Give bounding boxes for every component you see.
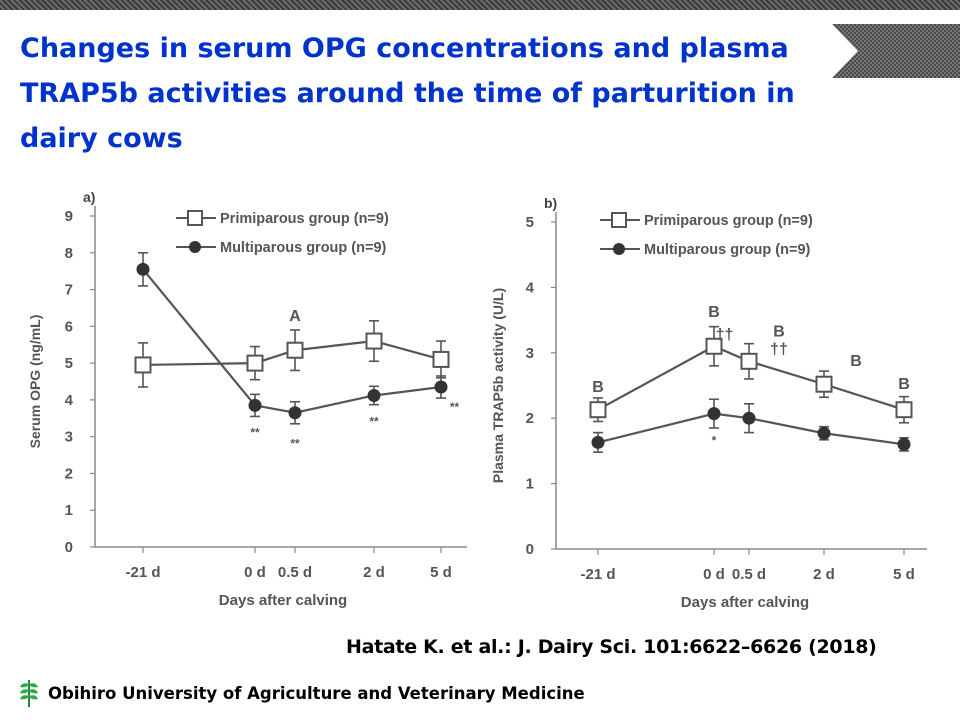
y-axis-label: Serum OPG (ng/mL) (27, 315, 43, 449)
y-tick-label: 1 (526, 476, 534, 493)
annotation-label: ** (250, 426, 260, 440)
chevron-decoration-icon (832, 24, 960, 78)
y-tick-label: 3 (526, 345, 534, 362)
y-tick-label: 5 (526, 214, 534, 231)
leaf-logo-icon (20, 680, 38, 707)
data-point-circle (897, 437, 911, 451)
data-point-square (134, 356, 152, 374)
annotation-label: ** (290, 437, 300, 451)
data-point-square (365, 332, 383, 350)
legend-marker-square (187, 210, 203, 226)
x-tick-label: 0 d (244, 564, 266, 581)
x-axis-label: Days after calving (681, 594, 809, 611)
x-tick-label: 0.5 d (278, 564, 312, 581)
data-point-circle (434, 380, 448, 394)
annotation-label: ** (450, 400, 460, 414)
panel-label: a) (83, 189, 95, 205)
y-tick-label: 5 (65, 355, 73, 372)
annotation-label: B (850, 353, 862, 370)
data-point-square (246, 354, 264, 372)
data-point-square (432, 350, 450, 368)
x-tick-label: 5 d (893, 566, 915, 583)
footer: Obihiro University of Agriculture and Ve… (18, 677, 585, 709)
x-tick-label: 2 d (813, 566, 835, 583)
legend-label: Primiparous group (n=9) (644, 213, 813, 229)
y-tick-label: 4 (526, 279, 535, 296)
annotation-label: A (289, 308, 301, 325)
citation: Hatate K. et al.: J. Dairy Sci. 101:6622… (346, 636, 877, 658)
y-axis-label: Plasma TRAP5b activity (U/L) (490, 288, 506, 483)
y-tick-label: 7 (65, 282, 73, 299)
data-point-square (286, 341, 304, 359)
y-tick-label: 6 (65, 318, 73, 335)
data-point-circle (817, 426, 831, 440)
legend-label: Primiparous group (n=9) (220, 211, 389, 227)
y-tick-label: 4 (65, 392, 74, 409)
y-tick-label: 0 (65, 539, 73, 556)
x-tick-label: 5 d (430, 564, 452, 581)
annotation-label: B (708, 304, 720, 321)
top-stripe (0, 0, 960, 10)
slide-title: Changes in serum OPG concentrations and … (20, 33, 795, 154)
data-point-circle (136, 262, 150, 276)
y-tick-label: 0 (526, 541, 534, 558)
y-tick-label: 2 (65, 465, 73, 482)
annotation-label: * (712, 433, 717, 447)
annotation-label: B (898, 376, 910, 393)
x-tick-label: -21 d (125, 564, 160, 581)
series-line (142, 268, 442, 414)
institution-name: Obihiro University of Agriculture and Ve… (48, 683, 585, 703)
legend-marker-circle (189, 241, 201, 253)
annotation-label: †† (716, 327, 734, 344)
y-tick-label: 3 (65, 429, 73, 446)
data-point-circle (288, 406, 302, 420)
charts-area: 0 1 2 3 4 5 6 7 8 9 -21 d 0 d 0.5 d 2 d 5 d Days after … (27, 189, 927, 611)
legend-label: Multiparous group (n=9) (220, 240, 387, 256)
legend-marker-square (611, 212, 627, 228)
panel-label: b) (544, 195, 557, 211)
y-tick-label: 9 (65, 208, 73, 225)
data-point-circle (248, 398, 262, 412)
chart-panel-b: 0 1 2 3 4 5 -21 d 0 d 0.5 d 2 d 5 d Days after calv… (490, 195, 927, 611)
legend-marker-circle (613, 243, 625, 255)
legend-label: Multiparous group (n=9) (644, 242, 811, 258)
data-point-circle (742, 411, 756, 425)
y-tick-label: 2 (526, 410, 534, 427)
x-tick-label: 2 d (363, 564, 385, 581)
data-point-square (740, 352, 758, 370)
data-point-square (705, 337, 723, 355)
annotation-label: B (592, 379, 604, 396)
chart-panel-a: 0 1 2 3 4 5 6 7 8 9 -21 d 0 d 0.5 d 2 d 5 d Days after … (27, 189, 467, 609)
x-tick-label: 0.5 d (732, 566, 766, 583)
annotation-label: ** (369, 415, 379, 429)
y-tick-label: 8 (65, 245, 73, 262)
x-tick-label: 0 d (703, 566, 725, 583)
data-point-circle (707, 407, 721, 421)
y-tick-label: 1 (65, 502, 73, 519)
data-point-square (589, 401, 607, 419)
x-axis-label: Days after calving (219, 592, 347, 609)
x-tick-label: -21 d (580, 566, 615, 583)
data-point-circle (367, 388, 381, 402)
data-point-square (815, 375, 833, 393)
data-point-circle (591, 435, 605, 449)
data-point-square (895, 401, 913, 419)
annotation-label: †† (770, 341, 788, 358)
annotation-label: B (773, 323, 785, 340)
